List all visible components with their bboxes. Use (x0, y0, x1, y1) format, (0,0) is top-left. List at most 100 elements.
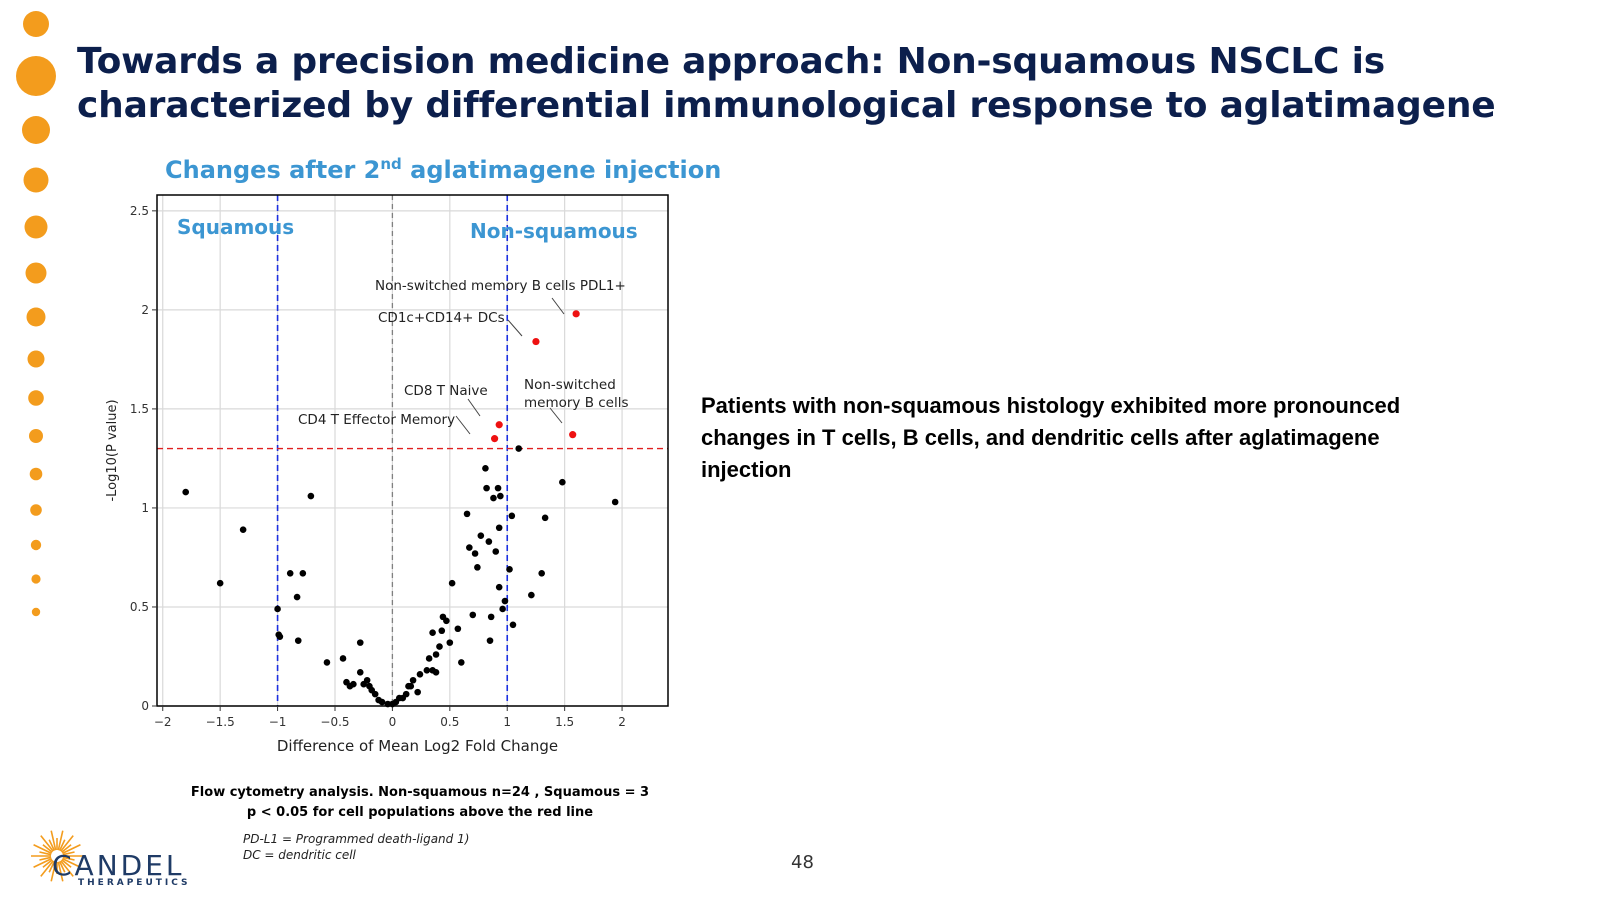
key-insight-text: Patients with non-squamous histology exh… (701, 393, 1401, 482)
annotation-leader-line (507, 319, 523, 337)
x-tick-label: −0.5 (320, 715, 349, 729)
x-tick-label: −1 (269, 715, 287, 729)
logo-ray (62, 857, 81, 869)
data-point (469, 611, 477, 619)
decor-dot (26, 307, 46, 327)
data-point (274, 605, 281, 613)
data-point (499, 605, 506, 613)
logo-ray (62, 851, 75, 856)
logo-ray (39, 851, 52, 856)
data-point (486, 637, 494, 644)
logo-ray (60, 860, 74, 877)
data-point (363, 676, 371, 684)
significant-data-point (495, 421, 503, 429)
data-point (339, 655, 347, 662)
x-tick-label: 1.5 (555, 715, 574, 729)
chart-heading-pre: Changes after 2 (165, 156, 381, 184)
data-point (446, 639, 454, 646)
logo-ray (62, 843, 81, 855)
data-point (490, 494, 497, 502)
data-point (299, 569, 307, 577)
logo-ray (42, 844, 53, 853)
data-point (414, 688, 421, 696)
data-point (409, 676, 417, 684)
data-point (416, 671, 424, 678)
data-point (497, 492, 504, 500)
page-number: 48 (791, 852, 814, 873)
abbreviations: PD-L1 = Programmed death-ligand 1) DC = … (243, 831, 469, 863)
data-point (356, 639, 364, 646)
significant-data-point (532, 337, 540, 346)
decor-dot (30, 539, 42, 551)
abbrev-line-2: DC = dendritic cell (243, 848, 356, 862)
data-point (182, 488, 190, 496)
point-annotation-line-1: Non-switched (524, 377, 616, 393)
logo-ray (57, 861, 64, 882)
decor-dot (16, 56, 56, 96)
decor-dot (28, 390, 44, 406)
data-point (559, 478, 566, 486)
x-axis-label: Difference of Mean Log2 Fold Change (277, 737, 558, 755)
analysis-footnote: Flow cytometry analysis. Non-squamous n=… (160, 783, 680, 823)
data-point (538, 569, 545, 577)
data-point (448, 579, 456, 587)
data-point (515, 445, 523, 452)
data-point (436, 643, 443, 650)
chart-heading-sup: nd (380, 155, 402, 173)
data-point (402, 690, 410, 698)
data-point (528, 591, 535, 599)
y-tick-label: 1.5 (130, 402, 149, 416)
data-point (423, 667, 431, 674)
data-point (216, 579, 224, 587)
decor-dot (23, 11, 49, 37)
data-point (294, 637, 302, 644)
significant-data-point (569, 431, 577, 439)
data-point (432, 669, 440, 676)
point-annotation: CD1c+CD14+ DCs (378, 310, 505, 326)
data-point (611, 498, 619, 506)
x-tick-label: −1.5 (206, 715, 235, 729)
annotation-leader-line (551, 297, 565, 315)
decor-dot (27, 350, 45, 368)
point-annotation-line-2: memory B cells (524, 395, 629, 411)
data-point (371, 690, 379, 698)
decor-dot (24, 215, 48, 239)
point-annotation: Non-switched memory B cells PDL1+ (375, 278, 626, 294)
annotation-leader-line (549, 407, 563, 424)
decor-dot (22, 116, 50, 144)
chart-heading-post: aglatimagene injection (401, 156, 722, 184)
data-point (239, 526, 247, 534)
significant-data-point (572, 310, 580, 318)
logo-ray (61, 844, 72, 853)
decor-dot (29, 467, 43, 481)
decor-dot (23, 167, 49, 193)
point-annotation: CD8 T Naive (404, 383, 488, 399)
data-point (483, 484, 490, 492)
data-point (463, 510, 471, 518)
x-tick-label: 1 (503, 715, 511, 729)
data-point (429, 629, 436, 637)
y-tick-label: 1 (141, 501, 149, 515)
logo-wordmark: CANDEL (52, 849, 185, 882)
data-point (482, 465, 489, 472)
volcano-plot: −2 −1.5 −1 −0.5 0 0.5 1 1.5 2 0 0.5 1 1.5 2 2.5 Differe… (105, 194, 669, 755)
data-point (384, 700, 392, 708)
logo-subtext: THERAPEUTICS (78, 878, 191, 888)
logo-ray (50, 861, 57, 882)
logo-ray (61, 859, 72, 868)
non-squamous-region-label: Non-squamous (470, 219, 638, 243)
x-tick-label: 2 (618, 715, 626, 729)
slide-title: Towards a precision medicine approach: N… (77, 41, 1496, 126)
data-point (407, 682, 415, 690)
logo-ray (58, 861, 66, 873)
data-point (307, 492, 315, 500)
data-point (350, 680, 357, 688)
decor-dot (25, 262, 47, 284)
y-axis-label: -Log10(P value) (105, 399, 120, 501)
logo-ray (33, 843, 52, 855)
y-tick-label: 0 (141, 699, 149, 713)
footnote-line-1: Flow cytometry analysis. Non-squamous n=… (190, 785, 650, 800)
data-point (492, 548, 500, 555)
data-point (494, 484, 502, 492)
abbrev-line-1: PD-L1 = Programmed death-ligand 1) (243, 832, 470, 846)
